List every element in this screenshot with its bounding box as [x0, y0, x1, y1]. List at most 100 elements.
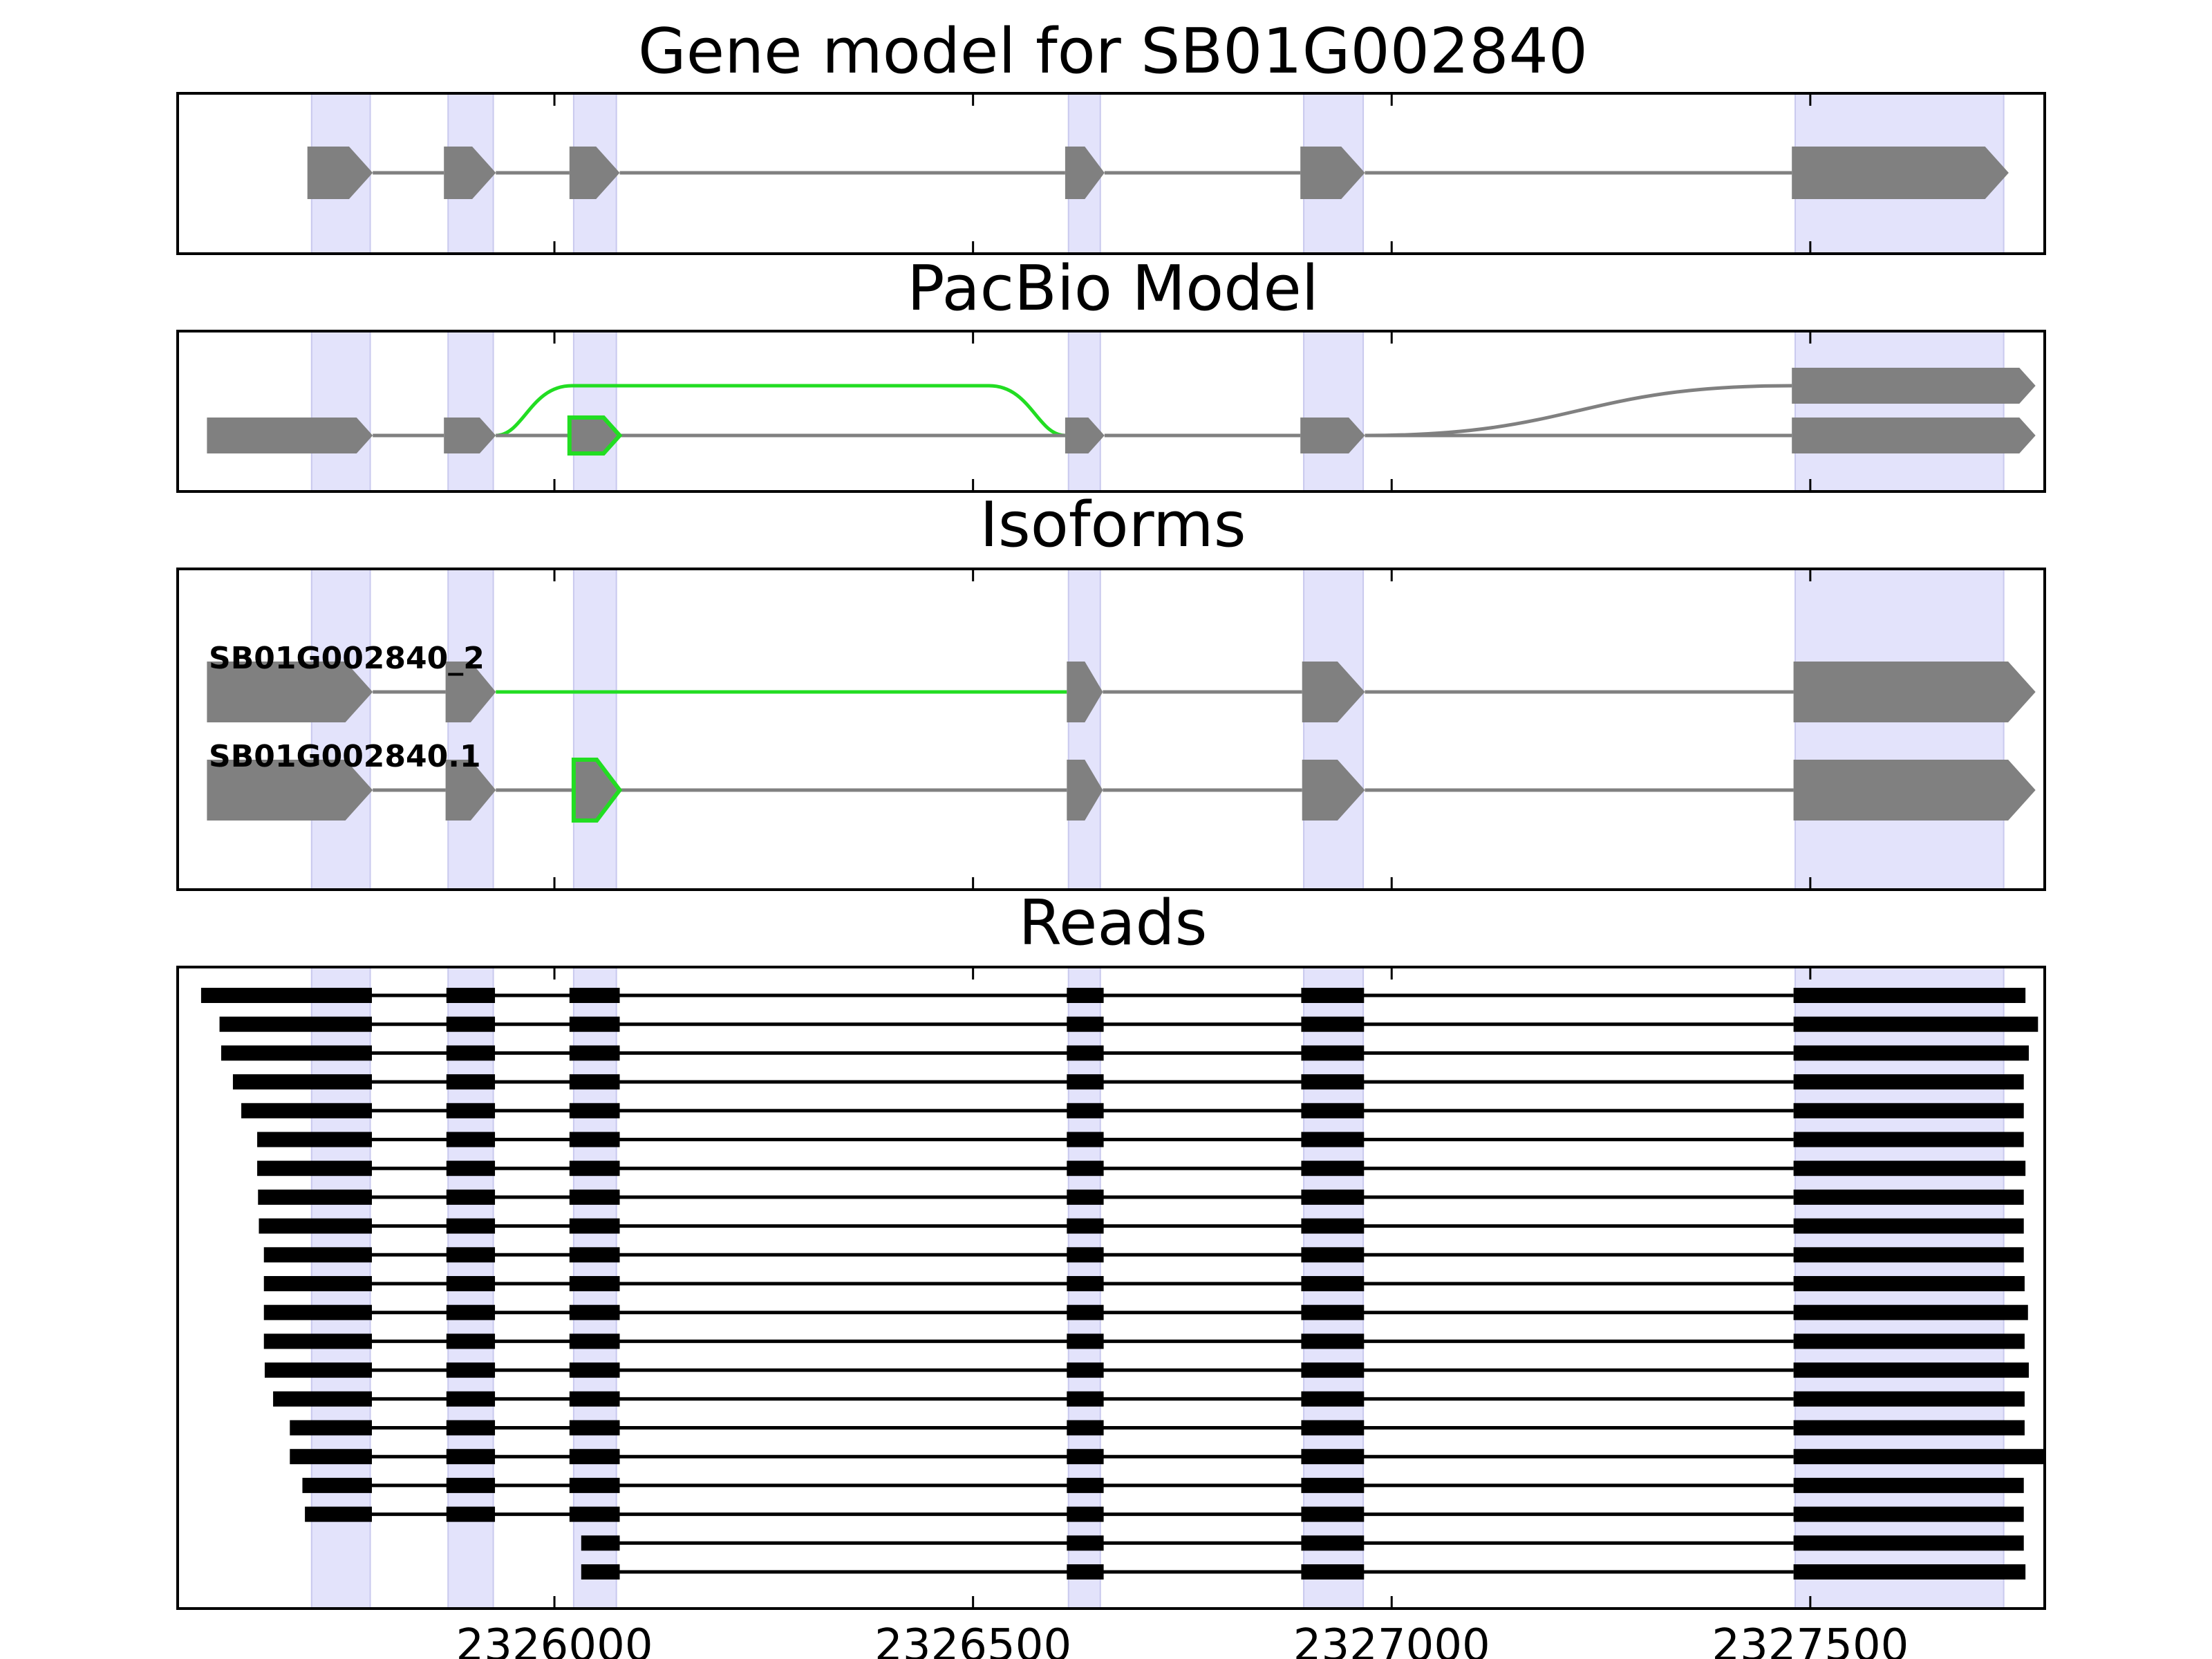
read-block — [1301, 1535, 1365, 1551]
x-tick-label: 2327000 — [1293, 1620, 1490, 1659]
read-block — [1067, 1535, 1104, 1551]
read-block — [1067, 1218, 1104, 1234]
exon-highlight-band — [1067, 330, 1101, 492]
exon-highlight-band — [447, 568, 494, 890]
read-block — [1301, 1276, 1365, 1291]
panel-content — [176, 92, 2046, 255]
read-block — [290, 1420, 373, 1436]
isoform-label: SB01G002840_2 — [209, 641, 485, 676]
read-block — [1301, 1189, 1365, 1205]
exon-highlight-band — [1303, 568, 1365, 890]
read-block — [1301, 1391, 1365, 1407]
read-block — [446, 1132, 496, 1147]
exon — [569, 147, 620, 199]
read-block — [1793, 1161, 2026, 1177]
exon — [1067, 662, 1103, 722]
read-block — [446, 1276, 496, 1291]
read-block — [219, 1016, 373, 1032]
read-block — [1793, 1132, 2024, 1147]
read-block — [1301, 1161, 1365, 1177]
exon — [1065, 418, 1105, 453]
read-block — [1793, 1103, 2024, 1118]
pacbio-model-panel — [176, 330, 2046, 493]
exon — [1792, 368, 2036, 404]
panel-content — [176, 568, 2046, 891]
read-block — [1067, 1276, 1104, 1291]
read-block — [1793, 1074, 2024, 1090]
read-block — [1301, 1506, 1365, 1522]
exon-highlight-band — [572, 330, 617, 492]
panel-frame — [176, 966, 2046, 1610]
read-block — [446, 1016, 496, 1032]
read-block — [581, 1535, 620, 1551]
read-block — [1067, 1477, 1104, 1493]
panel-frame — [176, 92, 2046, 255]
panel-title-pacbio-model: PacBio Model — [907, 252, 1319, 325]
read-block — [1067, 1247, 1104, 1263]
read-block — [1301, 1477, 1365, 1493]
read-block — [1067, 988, 1104, 1003]
read-block — [302, 1477, 373, 1493]
read-block — [569, 1477, 620, 1493]
read-block — [1067, 1132, 1104, 1147]
read-block — [1793, 1045, 2029, 1061]
read-block — [1793, 1276, 2025, 1291]
read-block — [446, 1391, 496, 1407]
read-block — [1301, 1132, 1365, 1147]
read-block — [221, 1045, 373, 1061]
read-block — [259, 1218, 373, 1234]
read-block — [1301, 1103, 1365, 1118]
read-block — [1793, 1391, 2025, 1407]
read-block — [446, 1449, 496, 1465]
read-block — [446, 1304, 496, 1320]
read-block — [446, 1506, 496, 1522]
exon — [1302, 662, 1365, 722]
exon — [1793, 662, 2036, 722]
exon — [445, 760, 496, 821]
x-axis: 2326000 2326500 2327000 2327500 — [456, 1620, 1909, 1659]
read-block — [446, 1247, 496, 1263]
exon — [207, 662, 373, 722]
exon — [1792, 418, 2036, 453]
read-block — [446, 1218, 496, 1234]
read-block — [1793, 1362, 2029, 1378]
read-block — [446, 1477, 496, 1493]
panel-frame — [176, 330, 2046, 493]
read-block — [1067, 1362, 1104, 1378]
read-block — [1793, 1189, 2024, 1205]
panel-title-gene-model: Gene model for SB01G002840 — [638, 15, 1588, 88]
read-block — [1793, 1535, 2024, 1551]
read-block — [1301, 1074, 1365, 1090]
read-block — [446, 1074, 496, 1090]
isoforms-panel: SB01G002840_2 SB01G002840.1 — [176, 568, 2046, 891]
read-block — [1067, 1016, 1104, 1032]
exon — [1300, 147, 1365, 199]
exon-highlight-band — [1067, 568, 1101, 890]
read-block — [1067, 1391, 1104, 1407]
read-block — [1067, 1420, 1104, 1436]
x-tick-label: 2326000 — [456, 1620, 653, 1659]
exon — [445, 662, 496, 722]
read-block — [446, 1045, 496, 1061]
read-block — [569, 1420, 620, 1436]
read-block — [1067, 1304, 1104, 1320]
exon-highlight-band — [572, 568, 617, 890]
exon-highlight-band — [310, 568, 371, 890]
read-block — [1301, 1333, 1365, 1349]
read-block — [1067, 1074, 1104, 1090]
read-block — [290, 1449, 373, 1465]
read-block — [1793, 1564, 2026, 1580]
novel-exon — [571, 758, 623, 823]
read-block — [263, 1247, 373, 1263]
read-block — [241, 1103, 373, 1118]
read-block — [263, 1304, 373, 1320]
read-block — [569, 1247, 620, 1263]
reads-panel — [176, 966, 2046, 1610]
read-block — [569, 1391, 620, 1407]
read-block — [1301, 1218, 1365, 1234]
read-block — [1301, 1304, 1365, 1320]
read-block — [569, 1333, 620, 1349]
exon — [207, 760, 373, 821]
read-block — [569, 1218, 620, 1234]
exon — [1067, 760, 1103, 821]
